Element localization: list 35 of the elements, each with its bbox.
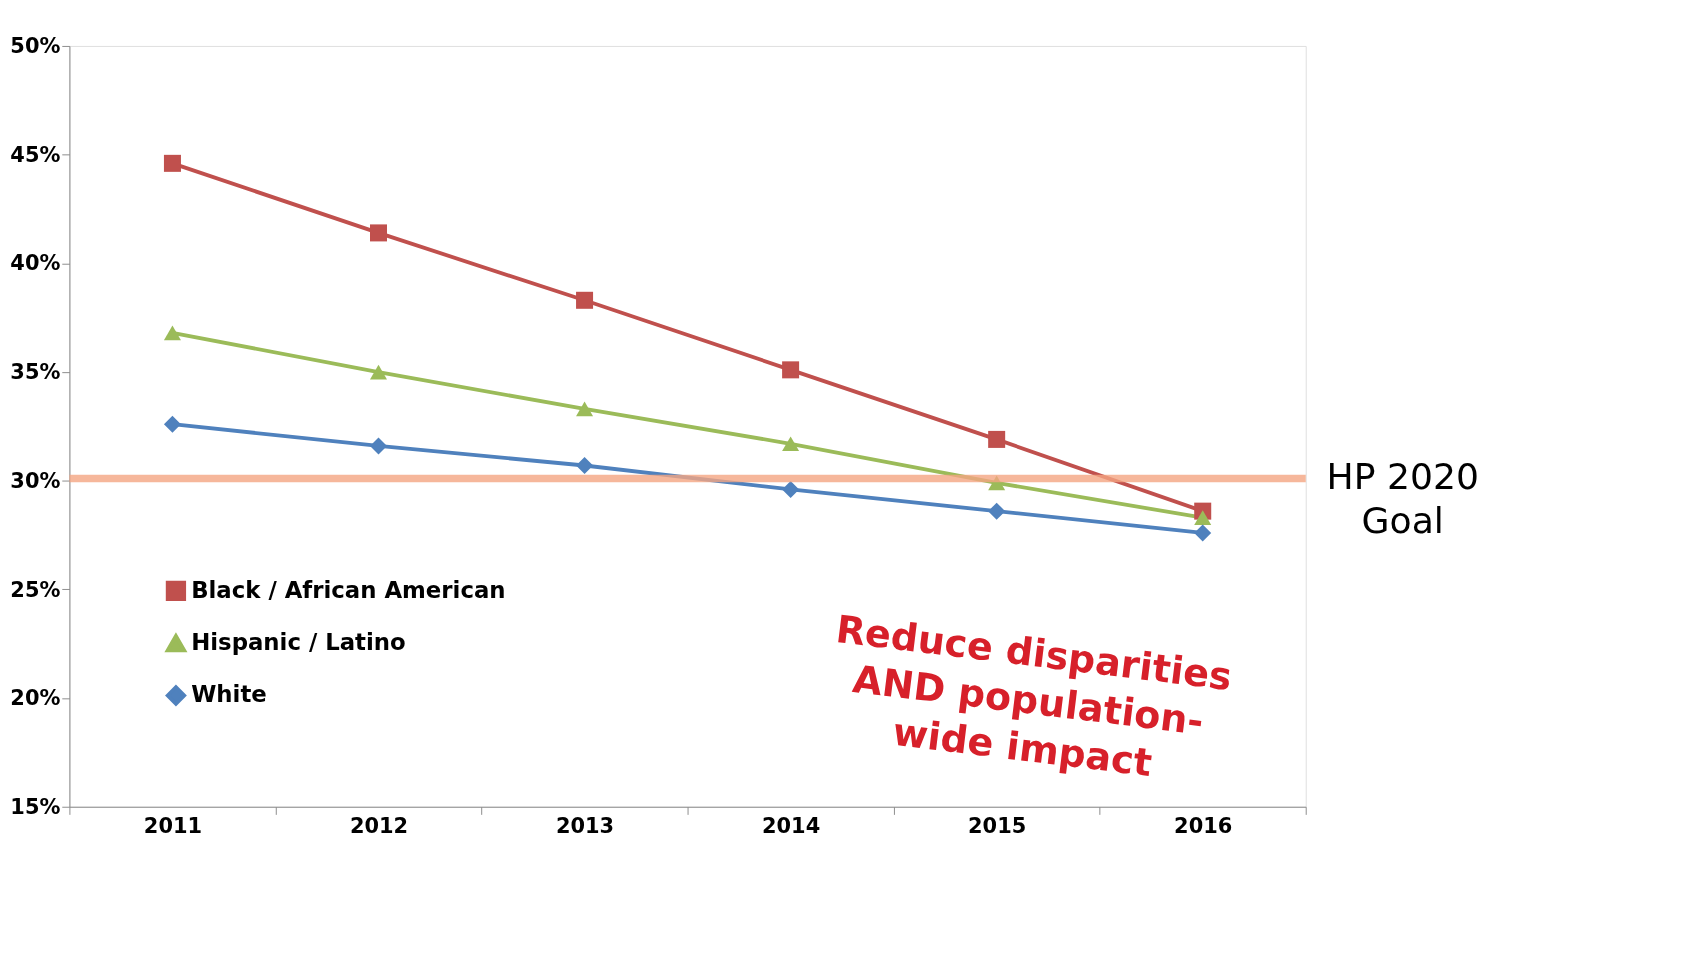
point: [782, 436, 800, 452]
point: [163, 415, 181, 433]
point: [370, 364, 388, 380]
y-tick-label: 15%: [10, 794, 61, 819]
ref-line-label: HP 2020 Goal: [1326, 455, 1479, 542]
point: [988, 430, 1006, 448]
point: [370, 437, 388, 455]
point: [163, 154, 181, 172]
x-tick-label: 2011: [143, 813, 203, 838]
x-tick-label: 2015: [968, 813, 1027, 838]
y-tick-label: 30%: [10, 468, 61, 493]
x-tick-label: 2014: [761, 813, 821, 838]
y-tick-label: 45%: [10, 142, 61, 167]
legend-label: Hispanic / Latino: [191, 628, 406, 655]
y-tick-label: 35%: [10, 360, 61, 385]
y-tick-label: 20%: [10, 686, 61, 711]
point: [370, 224, 388, 242]
point: [163, 325, 181, 341]
point: [782, 480, 800, 498]
point: [988, 502, 1006, 520]
y-tick-label: 25%: [10, 577, 61, 602]
point: [576, 401, 594, 417]
x-tick-label: 2012: [349, 813, 409, 838]
point: [576, 456, 594, 474]
point: [782, 361, 800, 379]
x-tick-label: 2013: [555, 813, 615, 838]
annotation: Reduce disparities AND population- wide impact: [833, 606, 1235, 786]
point: [576, 291, 594, 309]
y-tick-label: 50%: [10, 34, 61, 59]
point: [1194, 510, 1212, 526]
y-tick-label: 40%: [10, 251, 61, 276]
point: [1194, 524, 1212, 542]
x-tick-label: 2016: [1174, 813, 1233, 838]
legend-label: White: [191, 681, 267, 708]
legend-label: Black / African American: [191, 576, 506, 603]
